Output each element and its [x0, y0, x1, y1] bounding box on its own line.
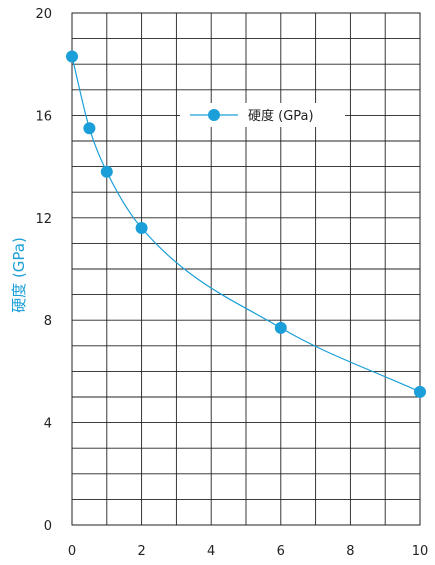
data-point [414, 385, 426, 398]
x-axis-ticks: 0 2 4 6 8 10 [68, 544, 428, 559]
y-tick-label: 8 [44, 314, 52, 329]
x-tick-label: 8 [346, 544, 354, 559]
y-tick-label: 20 [35, 7, 52, 22]
x-tick-label: 4 [207, 544, 215, 559]
data-point [100, 165, 113, 178]
legend: 硬度 (GPa) [180, 103, 345, 127]
data-points [66, 50, 426, 398]
legend-marker [208, 109, 220, 121]
x-tick-label: 10 [412, 544, 429, 559]
y-tick-label: 0 [44, 519, 52, 534]
legend-label: 硬度 (GPa) [248, 108, 314, 124]
data-point [135, 222, 148, 235]
x-tick-label: 2 [137, 544, 145, 559]
y-axis-ticks: 0 4 8 12 16 20 [35, 7, 52, 534]
y-axis-label: 硬度 (GPa) [10, 237, 28, 313]
x-tick-label: 0 [68, 544, 76, 559]
data-point [66, 50, 78, 63]
grid [72, 13, 420, 525]
data-point [274, 321, 287, 334]
y-tick-label: 12 [35, 212, 52, 227]
y-tick-label: 16 [35, 109, 52, 124]
data-point [83, 122, 96, 135]
plot-frame [71, 12, 421, 526]
y-tick-label: 4 [44, 417, 52, 432]
x-tick-label: 6 [277, 544, 285, 559]
